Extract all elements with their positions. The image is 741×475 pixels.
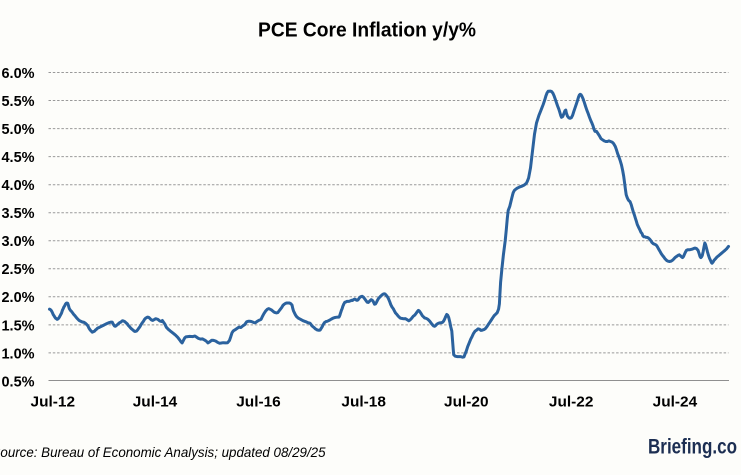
svg-text:5.5%: 5.5% [2, 94, 35, 110]
svg-text:Jul-18: Jul-18 [341, 394, 386, 410]
svg-text:Jul-24: Jul-24 [653, 394, 698, 410]
svg-text:Jul-22: Jul-22 [549, 394, 594, 410]
svg-text:2.5%: 2.5% [2, 262, 35, 278]
svg-text:Jul-14: Jul-14 [133, 394, 178, 410]
svg-text:Briefing.co: Briefing.co [648, 435, 737, 459]
svg-text:0.5%: 0.5% [2, 374, 35, 390]
svg-text:4.0%: 4.0% [2, 178, 35, 194]
svg-text:5.0%: 5.0% [2, 122, 35, 138]
svg-text:3.0%: 3.0% [2, 234, 35, 250]
svg-text:1.5%: 1.5% [2, 318, 35, 334]
svg-text:3.5%: 3.5% [2, 206, 35, 222]
svg-text:Jul-12: Jul-12 [31, 394, 76, 410]
svg-text:2.0%: 2.0% [2, 290, 35, 306]
svg-text:PCE Core Inflation y/y%: PCE Core Inflation y/y% [258, 20, 476, 42]
svg-text:6.0%: 6.0% [2, 66, 35, 82]
svg-text:4.5%: 4.5% [2, 150, 35, 166]
svg-text:Source: Bureau of Economic Ana: Source: Bureau of Economic Analysis; upd… [0, 445, 326, 460]
svg-text:1.0%: 1.0% [2, 346, 35, 362]
svg-text:Jul-16: Jul-16 [236, 394, 281, 410]
svg-text:Jul-20: Jul-20 [444, 394, 489, 410]
